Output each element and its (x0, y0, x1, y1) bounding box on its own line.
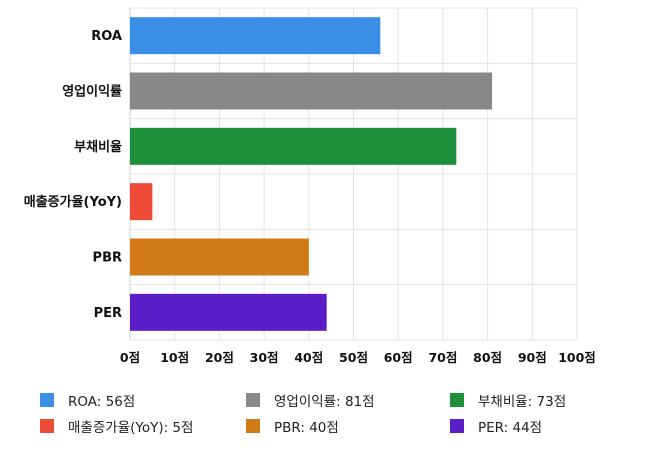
legend-label-operating-margin: 영업이익률: 81점 (274, 394, 375, 410)
legend-label-pbr: PBR: 40점 (274, 420, 339, 436)
bar-5 (130, 293, 327, 331)
legend-swatch-debt-ratio (450, 393, 464, 407)
category-label-1: 영업이익률 (62, 84, 122, 100)
x-tick-label-10: 100점 (558, 350, 596, 365)
category-label-4: PBR (93, 251, 122, 266)
category-label-5: PER (94, 306, 122, 321)
category-label-0: ROA (91, 29, 122, 44)
x-tick-label-0: 0점 (120, 350, 140, 365)
legend-label-roa: ROA: 56점 (68, 394, 136, 410)
legend-swatch-pbr (246, 419, 260, 433)
legend-item-revenue-growth[interactable]: 매출증가율(YoY): 5점 (40, 416, 193, 436)
bar-1 (130, 72, 493, 110)
x-tick-label-2: 20점 (205, 350, 234, 365)
bar-4 (130, 238, 309, 276)
x-tick-label-8: 80점 (473, 350, 502, 365)
legend-label-revenue-growth: 매출증가율(YoY): 5점 (68, 420, 194, 436)
x-tick-label-6: 60점 (384, 350, 413, 365)
x-tick-label-5: 50점 (339, 350, 368, 365)
legend-swatch-per (450, 419, 464, 433)
x-tick-label-9: 90점 (518, 350, 547, 365)
legend-item-operating-margin[interactable]: 영업이익률: 81점 (246, 390, 375, 410)
legend-item-debt-ratio[interactable]: 부채비율: 73점 (450, 390, 566, 410)
bar-2 (130, 127, 457, 165)
category-label-3: 매출증가율(YoY) (24, 194, 122, 210)
bar-0 (130, 17, 381, 55)
x-tick-label-1: 10점 (160, 350, 189, 365)
bar-3 (130, 183, 153, 221)
legend-swatch-operating-margin (246, 393, 260, 407)
category-label-2: 부채비율 (74, 139, 122, 155)
legend-item-roa[interactable]: ROA: 56점 (40, 390, 135, 410)
x-tick-label-4: 40점 (294, 350, 323, 365)
x-tick-label-3: 30점 (250, 350, 279, 365)
x-tick-label-7: 70점 (428, 350, 457, 365)
legend-label-debt-ratio: 부채비율: 73점 (478, 394, 567, 410)
legend-swatch-roa (40, 393, 54, 407)
legend-item-pbr[interactable]: PBR: 40점 (246, 416, 339, 436)
legend-item-per[interactable]: PER: 44점 (450, 416, 542, 436)
legend-swatch-revenue-growth (40, 419, 54, 433)
legend-label-per: PER: 44점 (478, 420, 543, 436)
